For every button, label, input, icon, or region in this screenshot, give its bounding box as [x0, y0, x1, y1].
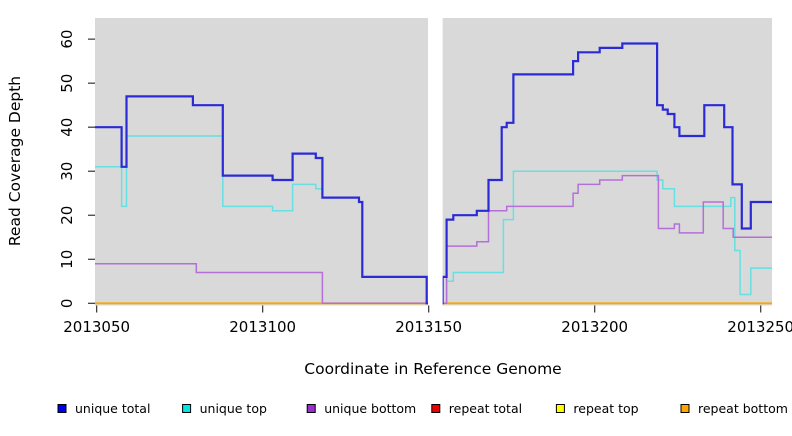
- legend-label: repeat top: [573, 401, 638, 416]
- legend-swatch-unique-total: [57, 404, 67, 413]
- legend-item: unique top: [182, 401, 267, 416]
- gap-band: [428, 17, 443, 307]
- legend-swatch-unique-top: [182, 404, 192, 413]
- x-tick-label: 2013100: [229, 318, 296, 336]
- legend-item: repeat total: [431, 401, 522, 416]
- legend-swatch-repeat-total: [431, 404, 441, 413]
- y-tick-label: 50: [58, 74, 76, 93]
- legend-label: unique bottom: [324, 401, 416, 416]
- y-tick-label: 0: [58, 299, 76, 309]
- legend-label: repeat total: [449, 401, 522, 416]
- gap-band-layer: [428, 17, 443, 307]
- y-tick-label: 10: [58, 250, 76, 269]
- legend-label: repeat bottom: [698, 401, 788, 416]
- legend-swatch-unique-bottom: [306, 404, 316, 413]
- x-tick-label: 2013250: [727, 318, 792, 336]
- x-axis-label: Coordinate in Reference Genome: [304, 360, 561, 378]
- y-axis-label: Read Coverage Depth: [6, 76, 24, 246]
- series-line-unique-total: [95, 42, 772, 305]
- y-tick-label: 60: [58, 30, 76, 49]
- legend-label: unique top: [200, 401, 267, 416]
- legend-item: unique total: [57, 401, 150, 416]
- legend-swatch-repeat-top: [555, 404, 565, 413]
- y-tick-label: 30: [58, 162, 76, 181]
- legend-item: unique bottom: [306, 401, 416, 416]
- legend-item: repeat top: [555, 401, 639, 416]
- legend-swatch-repeat-bottom: [680, 404, 690, 413]
- y-tick-label: 40: [58, 118, 76, 137]
- axis-layer: 2013050 2013100 2013150 2013200 2013250 0 10 20…: [58, 30, 792, 336]
- legend: unique total unique top unique bottom repea…: [57, 401, 788, 416]
- x-tick-label: 2013200: [561, 318, 628, 336]
- x-tick-label: 2013050: [63, 318, 130, 336]
- x-tick-label: 2013150: [395, 318, 462, 336]
- legend-item: repeat bottom: [680, 401, 788, 416]
- legend-label: unique total: [75, 401, 150, 416]
- y-tick-label: 20: [58, 206, 76, 225]
